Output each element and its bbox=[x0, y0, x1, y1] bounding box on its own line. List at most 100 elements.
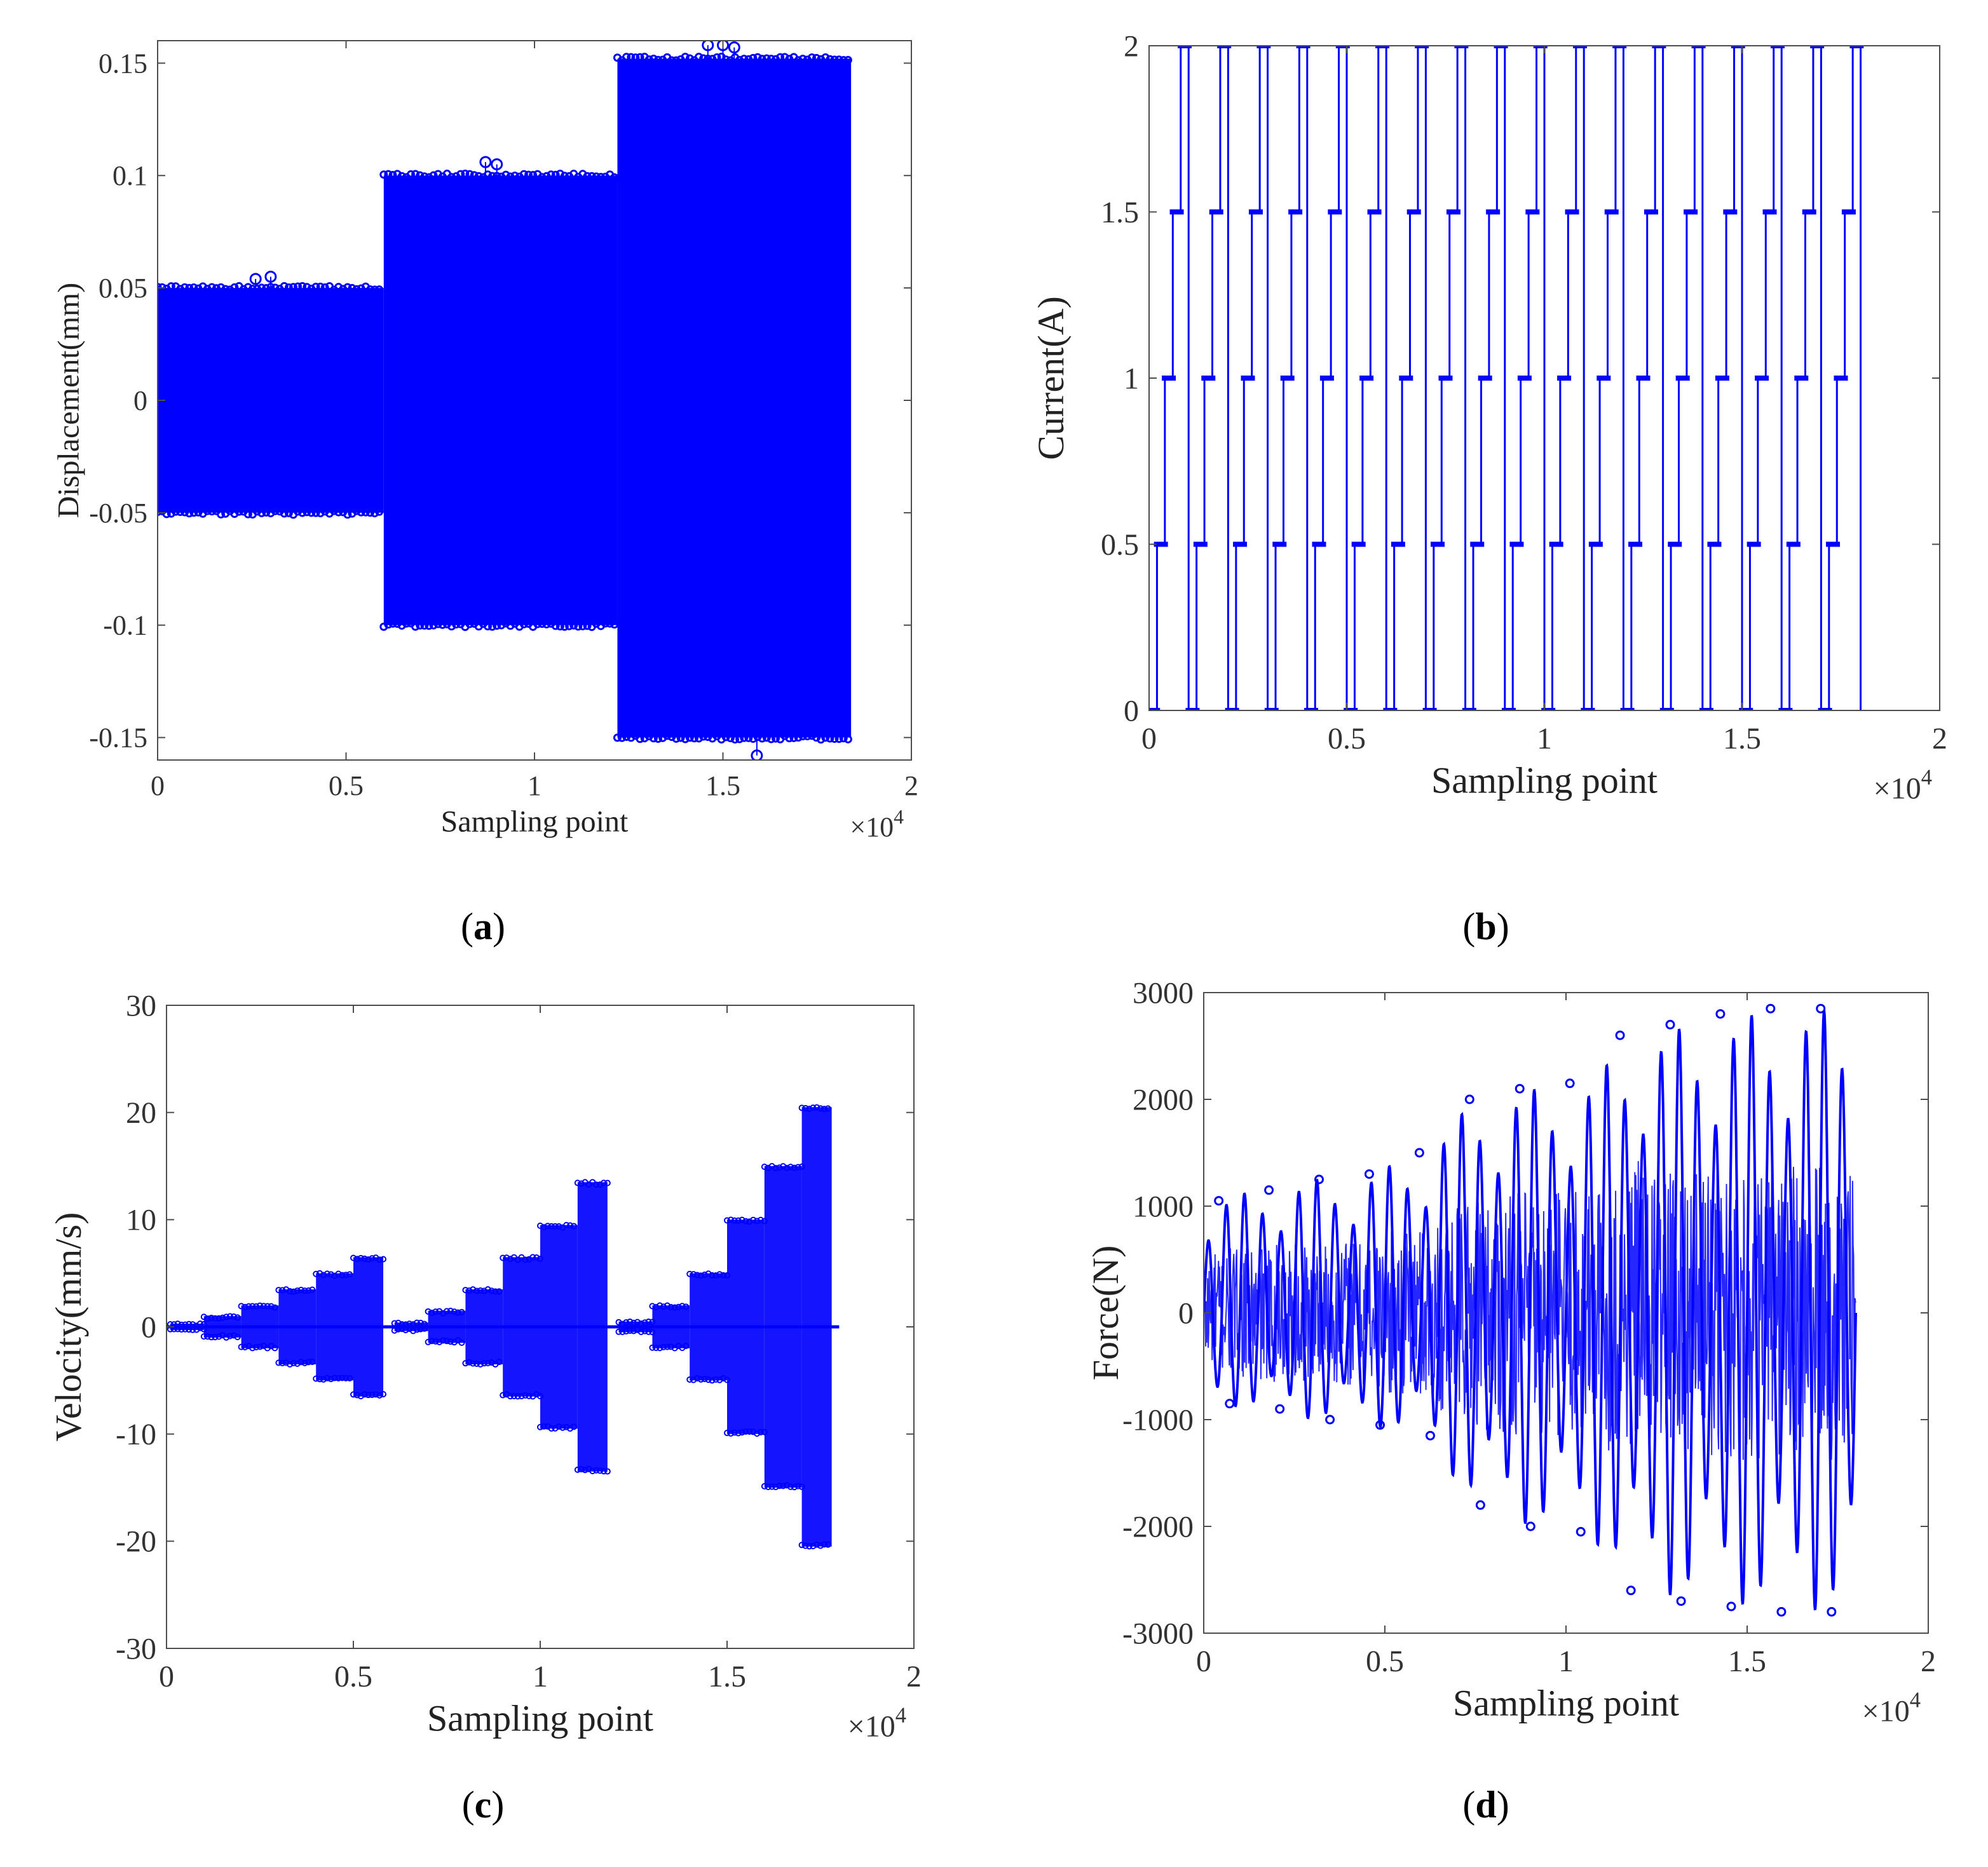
x-tick-label: 0.5 bbox=[334, 1660, 372, 1694]
marker-bottom bbox=[384, 620, 393, 629]
velocity-marker bbox=[802, 1104, 809, 1111]
x-tick-label: 0.5 bbox=[329, 770, 364, 801]
marker-bottom bbox=[280, 509, 289, 518]
marker-top bbox=[461, 169, 470, 178]
current-level-marker bbox=[1272, 541, 1287, 547]
velocity-marker bbox=[664, 1302, 671, 1309]
current-level-marker bbox=[1391, 541, 1405, 547]
velocity-marker bbox=[600, 1468, 607, 1475]
marker-bottom bbox=[416, 621, 425, 630]
marker-top bbox=[583, 172, 592, 180]
velocity-marker bbox=[667, 1304, 674, 1311]
force-peak-marker bbox=[1565, 1078, 1575, 1089]
velocity-marker bbox=[320, 1376, 327, 1383]
marker-bottom bbox=[303, 508, 311, 517]
marker-bottom bbox=[740, 733, 749, 742]
x-tick-label: 1.5 bbox=[1723, 722, 1761, 756]
marker-bottom bbox=[361, 508, 370, 517]
marker-top bbox=[230, 283, 239, 292]
marker-top bbox=[221, 285, 230, 294]
marker-bottom bbox=[298, 508, 307, 517]
force-trough-marker bbox=[1576, 1526, 1586, 1537]
velocity-marker bbox=[268, 1303, 275, 1310]
velocity-marker bbox=[477, 1361, 484, 1368]
marker-bottom bbox=[766, 735, 775, 743]
velocity-marker bbox=[447, 1307, 454, 1314]
velocity-marker bbox=[510, 1392, 517, 1399]
velocity-marker bbox=[794, 1483, 801, 1490]
x-tick-label: 0 bbox=[1196, 1645, 1211, 1678]
current-level-marker bbox=[1675, 376, 1690, 381]
velocity-marker bbox=[484, 1286, 491, 1293]
marker-top bbox=[780, 53, 789, 62]
current-level-marker bbox=[1628, 541, 1643, 547]
velocity-marker bbox=[473, 1287, 480, 1294]
y-tick-label: 0.5 bbox=[1101, 528, 1139, 562]
marker-top bbox=[735, 55, 744, 64]
marker-top bbox=[243, 283, 252, 292]
y-tick-label: 3000 bbox=[1133, 976, 1194, 1010]
velocity-marker bbox=[615, 1328, 622, 1335]
velocity-marker bbox=[820, 1541, 827, 1548]
velocity-marker bbox=[772, 1165, 779, 1172]
velocity-marker bbox=[365, 1392, 372, 1399]
marker-bottom bbox=[622, 733, 631, 742]
y-tick-label: -0.1 bbox=[103, 610, 147, 641]
marker-bottom bbox=[578, 621, 587, 630]
velocity-marker bbox=[200, 1333, 207, 1340]
marker-bottom bbox=[519, 620, 528, 628]
marker-bottom bbox=[794, 733, 803, 742]
caption-open: ( bbox=[1462, 906, 1475, 947]
current-level-marker bbox=[1770, 46, 1785, 48]
y-tick-label: 2 bbox=[1124, 29, 1139, 63]
current-level-marker bbox=[1572, 46, 1587, 48]
velocity-marker bbox=[720, 1375, 727, 1382]
marker-bottom bbox=[176, 507, 185, 516]
velocity-marker bbox=[697, 1376, 704, 1383]
current-level-marker bbox=[1762, 209, 1777, 215]
current-step-line bbox=[1149, 46, 1862, 710]
current-level-marker bbox=[1644, 209, 1658, 215]
x-multiplier-base: ×10 bbox=[848, 1709, 895, 1743]
caption-close: ) bbox=[491, 1784, 504, 1826]
marker-top bbox=[636, 53, 644, 62]
panel-caption-a: (a) bbox=[461, 906, 505, 947]
displacement-band-2 bbox=[383, 175, 618, 625]
velocity-marker bbox=[604, 1179, 611, 1186]
marker-top bbox=[672, 56, 681, 65]
force-peak-marker bbox=[1816, 1003, 1826, 1014]
marker-top bbox=[497, 172, 506, 181]
marker-top bbox=[262, 284, 271, 293]
velocity-marker bbox=[297, 1286, 304, 1293]
velocity-marker bbox=[518, 1393, 525, 1400]
marker-bottom bbox=[542, 620, 551, 628]
marker-bottom bbox=[730, 735, 739, 744]
current-level-marker bbox=[1312, 541, 1326, 547]
caption-letter: b bbox=[1475, 906, 1496, 947]
velocity-marker bbox=[548, 1425, 555, 1432]
marker-top bbox=[627, 53, 636, 62]
x-axis-label: Sampling point bbox=[1453, 1683, 1679, 1724]
velocity-marker bbox=[683, 1303, 690, 1310]
force-dense-trace bbox=[1204, 1161, 1856, 1460]
marker-bottom bbox=[429, 621, 438, 630]
velocity-marker bbox=[301, 1287, 308, 1294]
current-level-marker bbox=[1533, 46, 1548, 48]
velocity-marker bbox=[432, 1308, 439, 1315]
velocity-marker bbox=[275, 1359, 282, 1366]
marker-top bbox=[749, 53, 758, 62]
current-level-marker bbox=[1612, 46, 1627, 48]
marker-bottom bbox=[371, 509, 379, 518]
marker-bottom bbox=[744, 733, 753, 742]
marker-top bbox=[474, 172, 483, 180]
velocity-marker bbox=[313, 1375, 320, 1382]
current-level-marker bbox=[1684, 209, 1698, 215]
current-level-marker bbox=[1193, 541, 1208, 547]
velocity-marker bbox=[630, 1327, 637, 1334]
y-tick-label: -0.05 bbox=[89, 498, 147, 529]
marker-bottom bbox=[294, 507, 303, 516]
velocity-marker bbox=[814, 1104, 820, 1111]
velocity-marker bbox=[215, 1315, 222, 1322]
y-tick-label: -30 bbox=[116, 1632, 156, 1666]
marker-top bbox=[339, 285, 348, 294]
